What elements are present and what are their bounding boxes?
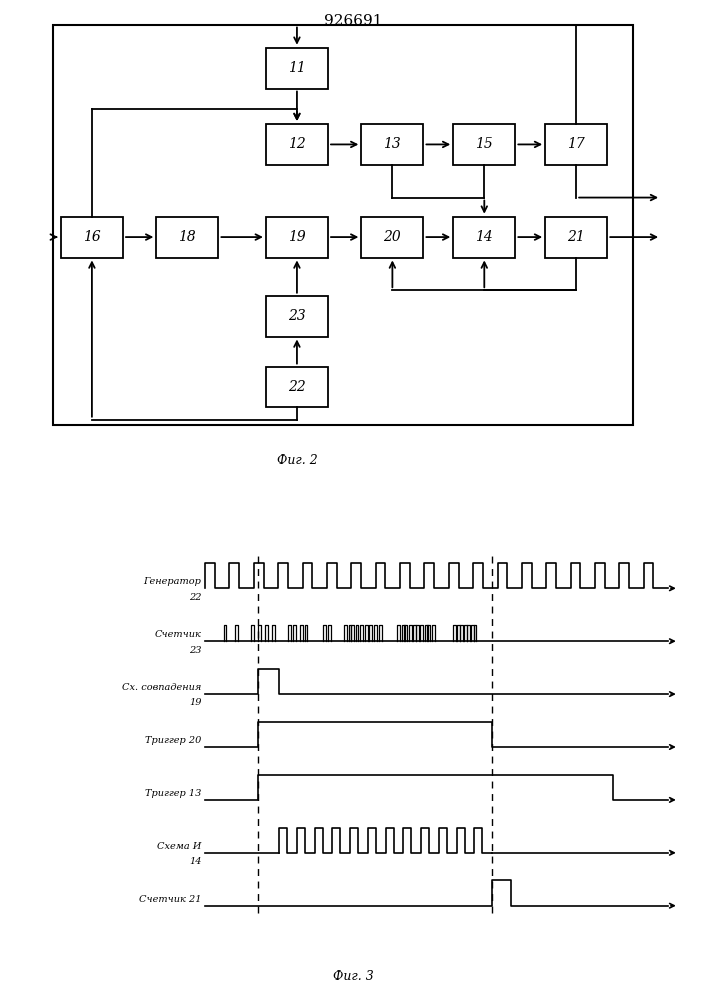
Text: 19: 19 (189, 698, 201, 707)
Bar (53, 25, 633, 425)
Text: 17: 17 (567, 137, 585, 151)
Bar (266, 367, 328, 407)
Bar (266, 124, 328, 165)
Bar (453, 124, 515, 165)
Text: 19: 19 (288, 230, 306, 244)
Text: Фиг. 3: Фиг. 3 (333, 970, 374, 984)
Text: Счетчик: Счетчик (155, 630, 201, 639)
Text: 926691: 926691 (325, 14, 382, 28)
Text: Схема И: Схема И (157, 842, 201, 851)
Bar (545, 124, 607, 165)
Text: 13: 13 (383, 137, 402, 151)
Bar (61, 217, 123, 258)
Text: 22: 22 (288, 380, 306, 394)
Text: 11: 11 (288, 61, 306, 75)
Bar (361, 124, 423, 165)
Bar (266, 296, 328, 337)
Bar (156, 217, 218, 258)
Bar (545, 217, 607, 258)
Text: 12: 12 (288, 137, 306, 151)
Text: Фиг. 2: Фиг. 2 (276, 454, 317, 467)
Bar (266, 48, 328, 89)
Text: 22: 22 (189, 593, 201, 602)
Text: 21: 21 (567, 230, 585, 244)
Text: 18: 18 (178, 230, 197, 244)
Text: Счетчик 21: Счетчик 21 (139, 895, 201, 904)
Bar (453, 217, 515, 258)
Text: 14: 14 (475, 230, 493, 244)
Text: Сх. совпадения: Сх. совпадения (122, 683, 201, 692)
Text: 20: 20 (383, 230, 402, 244)
Text: 14: 14 (189, 857, 201, 866)
Text: 16: 16 (83, 230, 101, 244)
Text: Генератор: Генератор (144, 577, 201, 586)
Text: 23: 23 (288, 309, 306, 323)
Bar (361, 217, 423, 258)
Text: 15: 15 (475, 137, 493, 151)
Text: Триггер 13: Триггер 13 (145, 789, 201, 798)
Text: 23: 23 (189, 646, 201, 655)
Text: Триггер 20: Триггер 20 (145, 736, 201, 745)
Bar (266, 217, 328, 258)
